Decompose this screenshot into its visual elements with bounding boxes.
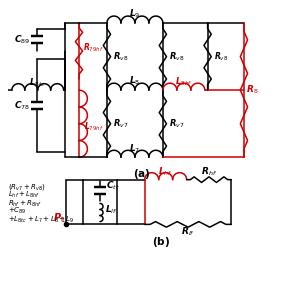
Text: $+L_{8tc}+L_7+L_8+L_9$: $+L_{8tc}+L_7+L_8+L_9$ [8,215,74,225]
Text: $\boldsymbol{R}_8$: $\boldsymbol{R}_8$ [246,84,258,96]
Text: $\boldsymbol{L}_{79hf}$: $\boldsymbol{L}_{79hf}$ [84,120,103,133]
Text: $\boldsymbol{R}_{hf}$: $\boldsymbol{R}_{hf}$ [201,166,217,178]
Text: $(R_{v7}+R_{v8})$: $(R_{v7}+R_{v8})$ [8,182,45,192]
Text: $\boldsymbol{C}_{89}$: $\boldsymbol{C}_{89}$ [14,34,31,46]
Text: $\boldsymbol{L}_{lf}$: $\boldsymbol{L}_{lf}$ [105,204,118,216]
Text: $\boldsymbol{L}_{hf}$: $\boldsymbol{L}_{hf}$ [158,166,173,178]
Text: $\boldsymbol{R}_{79hf}$: $\boldsymbol{R}_{79hf}$ [83,42,104,55]
Text: $\boldsymbol{R}_{v8}$: $\boldsymbol{R}_{v8}$ [169,50,184,63]
Text: $\boldsymbol{R}_{v7}$: $\boldsymbol{R}_{v7}$ [169,117,184,130]
Text: $+C_{89}$: $+C_{89}$ [8,206,26,216]
Text: $\boldsymbol{P}_1$: $\boldsymbol{P}_1$ [53,211,66,225]
Text: $\boldsymbol{C}_{78}$: $\boldsymbol{C}_{78}$ [14,99,31,112]
Text: $\boldsymbol{L}_9$: $\boldsymbol{L}_9$ [129,8,140,20]
Text: $\boldsymbol{R}_{v7}$: $\boldsymbol{R}_{v7}$ [113,117,128,130]
Text: $\mathbf{(b)}$: $\mathbf{(b)}$ [153,235,171,249]
Text: $\boldsymbol{L}_7$: $\boldsymbol{L}_7$ [129,142,140,155]
Text: $\boldsymbol{R}_{lf}$: $\boldsymbol{R}_{lf}$ [181,226,195,239]
Text: $\boldsymbol{R}_{v8}$: $\boldsymbol{R}_{v8}$ [113,50,128,63]
Text: $\boldsymbol{R}_{v8}$: $\boldsymbol{R}_{v8}$ [214,50,228,63]
Text: $\mathbf{(a)}$: $\mathbf{(a)}$ [133,167,151,181]
Text: $\boldsymbol{C}_{tt}$: $\boldsymbol{C}_{tt}$ [106,180,120,192]
Text: $\boldsymbol{L}_{8hf}$: $\boldsymbol{L}_{8hf}$ [175,76,193,88]
Text: $L_{hf}+L_{8hf}$: $L_{hf}+L_{8hf}$ [8,190,40,200]
Text: $\boldsymbol{L}_8$: $\boldsymbol{L}_8$ [129,75,140,87]
Text: $R_{hf}+R_{8hf}$: $R_{hf}+R_{8hf}$ [8,198,42,209]
Text: $\boldsymbol{L}_{8tc}$: $\boldsymbol{L}_{8tc}$ [30,76,46,89]
